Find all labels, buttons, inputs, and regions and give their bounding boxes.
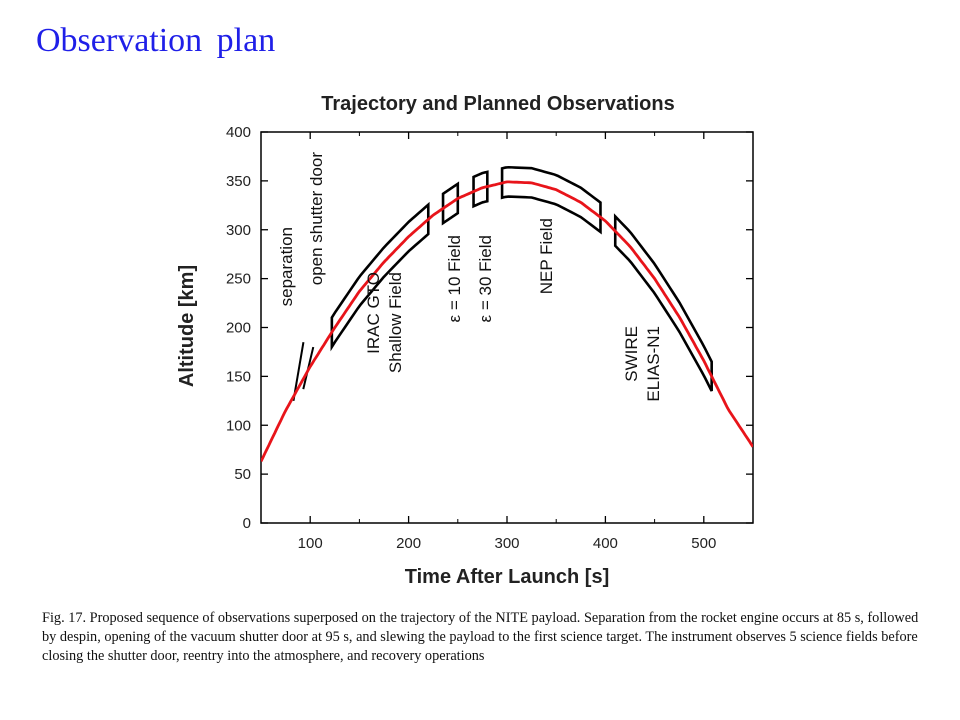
y-tick-label: 150 [226, 368, 251, 385]
field-label: ε = 30 Field [476, 235, 495, 322]
observation-field-band [330, 201, 430, 352]
observation-field-band [500, 165, 602, 235]
observation-field-band [613, 213, 713, 392]
field-label: ε = 10 Field [445, 235, 464, 322]
observation-field-band [472, 170, 489, 209]
slide-title: Observation plan [36, 22, 276, 59]
x-tick-label: 300 [494, 535, 519, 552]
y-tick-label: 0 [243, 515, 251, 532]
y-tick-label: 250 [226, 271, 251, 288]
x-tick-label: 200 [396, 535, 421, 552]
x-tick-label: 100 [298, 535, 323, 552]
event-label: open shutter door [307, 152, 326, 286]
y-tick-label: 100 [226, 417, 251, 434]
trajectory-chart: Trajectory and Planned Observations 100 2… [176, 93, 754, 588]
x-axis-label: Time After Launch [s] [405, 566, 609, 588]
trajectory-line [261, 180, 753, 463]
field-label: SWIRE [622, 326, 641, 382]
y-axis-label: Altitude [km] [176, 265, 198, 387]
event-label: separation [277, 227, 296, 306]
figure-caption: Fig. 17. Proposed sequence of observatio… [42, 610, 919, 665]
x-tick-label: 400 [593, 535, 618, 552]
y-tick-label: 400 [226, 124, 251, 141]
x-tick-label: 500 [691, 535, 716, 552]
field-label: Shallow Field [386, 272, 405, 373]
y-tick-label: 200 [226, 320, 251, 337]
y-tick-label: 350 [226, 173, 251, 190]
chart-title: Trajectory and Planned Observations [321, 93, 674, 115]
field-label: NEP Field [537, 218, 556, 294]
observation-field-band [441, 181, 460, 226]
y-tick-label: 300 [226, 222, 251, 239]
y-tick-label: 50 [234, 466, 251, 483]
field-label: IRAC GTO [364, 272, 383, 354]
plot-area: 100 200 300 400 500 0 50 100 150 200 250 300 350 400 s… [226, 124, 754, 552]
field-label: ELIAS-N1 [644, 326, 663, 402]
